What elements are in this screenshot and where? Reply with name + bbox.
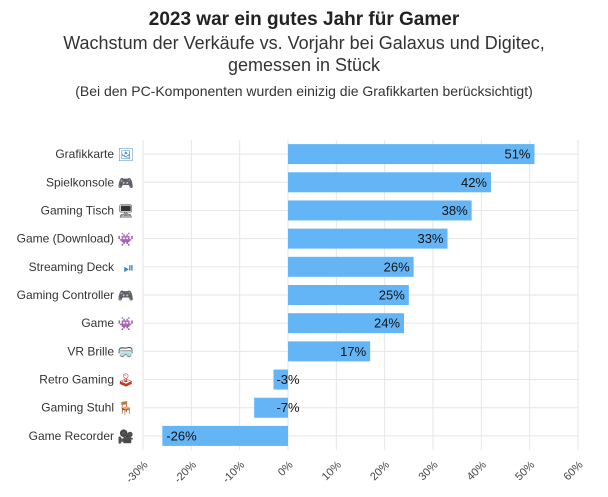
category-label: VR Brille xyxy=(67,344,114,358)
category-label: Game Recorder xyxy=(29,429,114,443)
x-tick-label: -20% xyxy=(172,459,199,486)
value-label: -3% xyxy=(276,372,300,387)
x-tick-label: -10% xyxy=(221,459,248,486)
x-tick-label: 20% xyxy=(368,459,392,483)
category-label: Retro Gaming xyxy=(39,373,114,387)
value-label: -7% xyxy=(276,400,300,415)
joystick-icon: 🕹 xyxy=(117,374,134,389)
value-label: 51% xyxy=(504,147,530,162)
category-label: Gaming Tisch xyxy=(41,203,114,217)
chart-titles: 2023 war ein gutes Jahr für Gamer Wachst… xyxy=(0,8,608,100)
bar xyxy=(254,397,288,418)
x-tick-label: 50% xyxy=(513,459,537,483)
x-tick-label: 10% xyxy=(320,459,344,483)
alien-monster-icon: 👾 xyxy=(118,233,134,248)
value-label: 33% xyxy=(417,231,443,246)
bar xyxy=(288,256,414,277)
category-label: Grafikkarte xyxy=(55,147,114,161)
bar xyxy=(288,172,491,193)
movie-camera-icon: 🎥 xyxy=(118,429,134,445)
video-game-controller-icon: 🎮 xyxy=(118,176,134,191)
bar xyxy=(288,144,535,165)
bar xyxy=(288,313,404,334)
x-tick-label: -30% xyxy=(124,459,151,486)
chair-icon: 🪑 xyxy=(118,401,134,417)
bar xyxy=(288,228,448,249)
value-label: 24% xyxy=(374,316,400,331)
desktop-computer-icon: 🖥 xyxy=(117,203,134,219)
category-label: Streaming Deck xyxy=(29,260,115,274)
bar xyxy=(288,341,371,362)
category-label: Game xyxy=(81,316,114,330)
bar xyxy=(288,285,409,305)
framed-picture-icon: 🖼 xyxy=(117,148,134,163)
value-label: -26% xyxy=(166,428,197,443)
chart-subtitle-line-2: gemessen in Stück xyxy=(227,55,381,75)
video-game-controller-icon: 🎮 xyxy=(118,289,134,304)
category-label: Spielkonsole xyxy=(46,175,114,189)
x-tick-label: 40% xyxy=(465,459,489,483)
x-tick-label: 30% xyxy=(417,459,441,483)
chart-subtitle-line-1: Wachstum der Verkäufe vs. Vorjahr bei Ga… xyxy=(63,33,545,53)
category-label: Gaming Controller xyxy=(17,288,114,302)
chart-note: (Bei den PC-Komponenten wurden einizig d… xyxy=(75,83,533,99)
goggles-icon: 🥽 xyxy=(118,345,134,360)
value-label: 42% xyxy=(461,175,487,190)
bar xyxy=(273,369,288,390)
chart-title: 2023 war ein gutes Jahr für Gamer xyxy=(148,9,460,30)
value-label: 25% xyxy=(379,288,405,303)
value-label: 26% xyxy=(384,259,410,274)
bar xyxy=(288,200,472,221)
value-label: 38% xyxy=(442,203,468,218)
category-label: Game (Download) xyxy=(17,232,114,246)
bar xyxy=(162,425,288,446)
x-tick-label: 0% xyxy=(276,459,296,479)
x-tick-label: 60% xyxy=(562,459,586,483)
play-pause-button-icon: ⏯ xyxy=(124,261,134,276)
alien-monster-icon: 👾 xyxy=(118,317,134,332)
value-label: 17% xyxy=(340,344,366,359)
category-label: Gaming Stuhl xyxy=(41,401,114,415)
